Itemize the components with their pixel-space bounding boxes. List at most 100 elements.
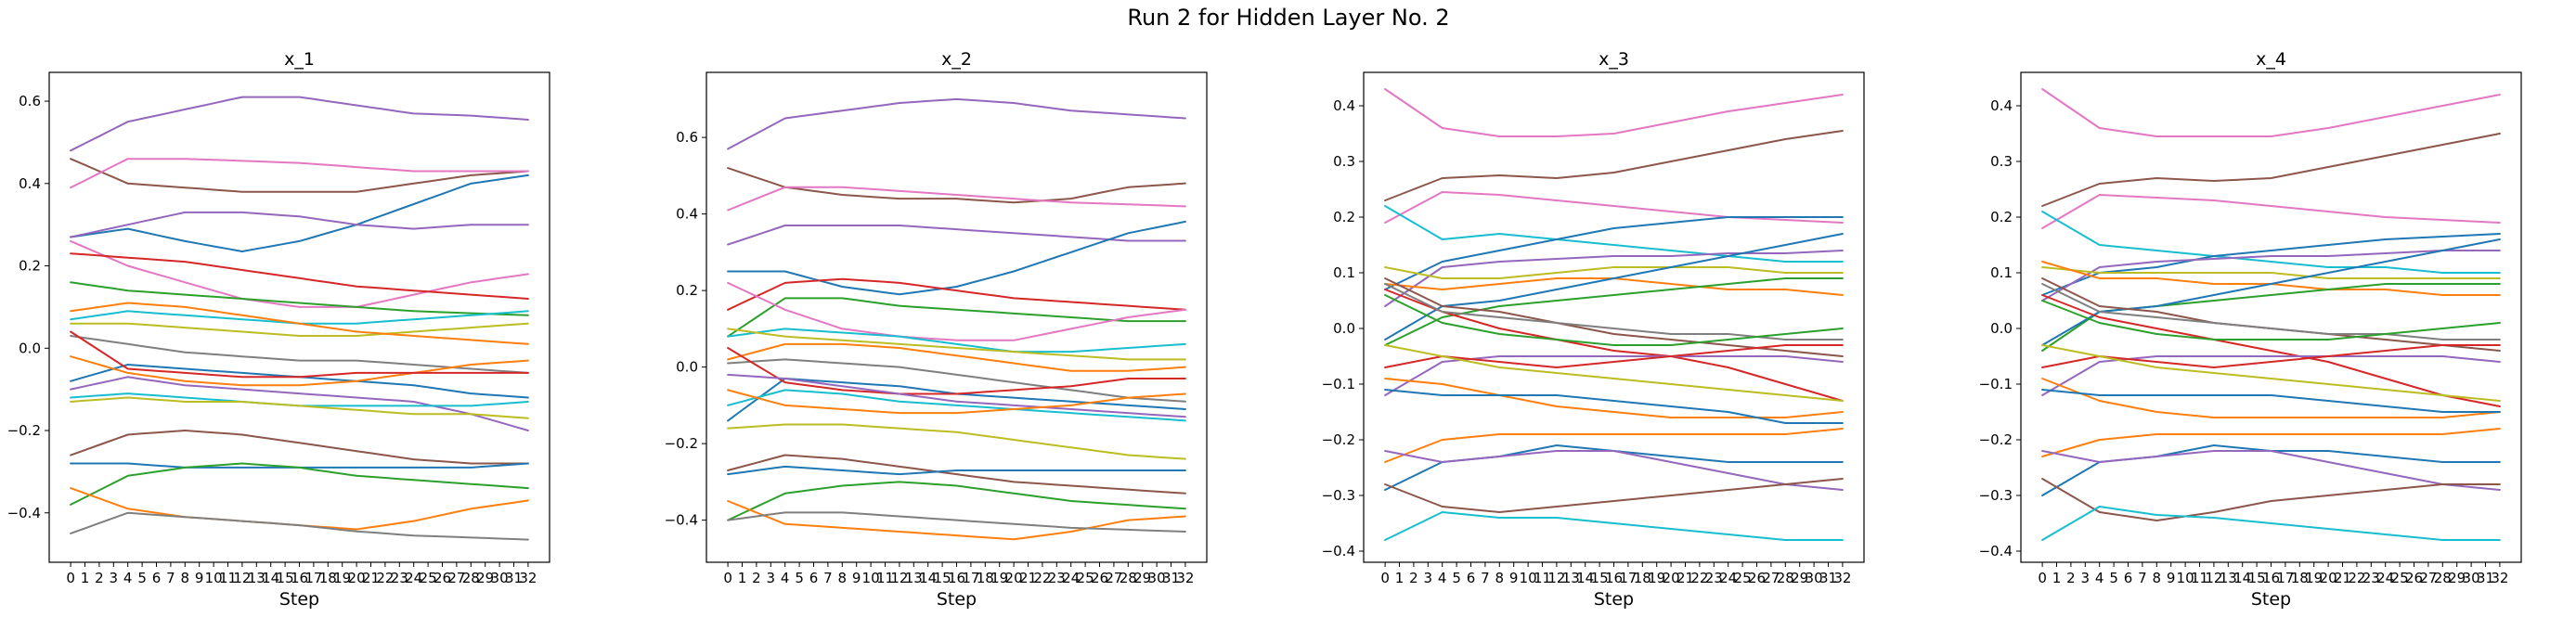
x-tick-label: 7 — [2138, 570, 2147, 586]
x-tick-label: 14 — [1576, 570, 1594, 586]
x-tick-label: 5 — [795, 570, 804, 586]
x-tick-label: 27 — [2419, 570, 2437, 586]
series-line-5 — [727, 220, 1186, 296]
series-line-14 — [2041, 300, 2501, 341]
x-tick-label: 4 — [123, 570, 133, 586]
series-line-22 — [1384, 450, 1844, 491]
x-tick-label: 2 — [2066, 570, 2076, 586]
y-tick-label: −0.2 — [1979, 431, 2013, 448]
x-tick-label: 15 — [277, 570, 294, 586]
x-tick-label: 13 — [2220, 570, 2237, 586]
x-tick-label: 14 — [262, 570, 279, 586]
x-tick-label: 26 — [1091, 570, 1108, 586]
series-group — [70, 96, 529, 541]
x-tick-label: 32 — [1833, 570, 1851, 586]
y-tick-label: 0.0 — [1990, 320, 2013, 337]
series-line-19 — [1384, 344, 1844, 402]
series-line-18 — [1384, 389, 1844, 424]
x-tick-label: 5 — [1452, 570, 1461, 586]
y-tick-label: 0.6 — [676, 129, 698, 146]
series-line-15 — [70, 330, 529, 379]
x-tick-label: 11 — [219, 570, 237, 586]
x-tick-label: 1 — [81, 570, 90, 586]
y-tick-label: −0.1 — [1979, 376, 2013, 392]
x-tick-label: 1 — [1395, 570, 1405, 586]
series-group — [2041, 88, 2501, 541]
series-line-4 — [727, 225, 1186, 246]
x-tick-label: 25 — [1077, 570, 1094, 586]
x-tick-label: 28 — [2434, 570, 2452, 586]
series-line-3 — [727, 186, 1186, 212]
series-line-8 — [70, 281, 529, 316]
y-tick-label: 0.2 — [19, 258, 41, 275]
y-tick-label: −0.4 — [1979, 543, 2013, 559]
x-tick-label: 3 — [2081, 570, 2091, 586]
series-line-4 — [1384, 205, 1844, 263]
series-line-16 — [1384, 344, 1844, 368]
y-tick-label: 0.2 — [676, 282, 698, 299]
x-tick-label: 3 — [1424, 570, 1433, 586]
series-line-5 — [1384, 216, 1844, 290]
x-tick-label: 20 — [2320, 570, 2337, 586]
x-tick-label: 0 — [723, 570, 732, 586]
x-tick-label: 18 — [1634, 570, 1651, 586]
series-line-20 — [1384, 428, 1844, 463]
series-line-3 — [70, 158, 529, 189]
y-tick-label: −0.4 — [1322, 543, 1355, 559]
x-tick-label: 6 — [1467, 570, 1476, 586]
x-tick-label: 23 — [1705, 570, 1723, 586]
x-tick-label: 4 — [781, 570, 790, 586]
x-tick-label: 5 — [2109, 570, 2118, 586]
series-line-23 — [727, 511, 1186, 533]
subplot-x_3: x_3−0.4−0.3−0.2−0.10.00.10.20.30.40 1 2 3 4 5… — [1322, 49, 1865, 610]
series-line-4 — [70, 174, 529, 252]
x-tick-label: 31 — [1162, 570, 1180, 586]
series-line-20 — [2041, 428, 2501, 457]
subplot-title: x_2 — [941, 49, 972, 70]
series-line-21 — [70, 462, 529, 506]
x-tick-label: 2 — [752, 570, 761, 586]
series-line-7 — [1384, 266, 1844, 279]
x-tick-label: 30 — [1148, 570, 1166, 586]
y-tick-label: −0.1 — [1322, 376, 1355, 392]
series-line-7 — [727, 297, 1186, 338]
x-tick-label: 7 — [823, 570, 833, 586]
y-tick-label: −0.3 — [1322, 487, 1355, 504]
series-line-17 — [70, 392, 529, 407]
series-line-7 — [70, 252, 529, 300]
x-axis-label: Step — [279, 589, 319, 610]
x-tick-label: 31 — [1819, 570, 1837, 586]
x-tick-label: 9 — [195, 570, 204, 586]
x-tick-label: 23 — [1048, 570, 1066, 586]
series-line-16 — [2041, 344, 2501, 368]
x-tick-label: 6 — [809, 570, 819, 586]
x-tick-label: 18 — [319, 570, 337, 586]
series-line-19 — [727, 454, 1186, 495]
x-tick-label: 13 — [1562, 570, 1580, 586]
x-tick-label: 13 — [905, 570, 923, 586]
series-line-22 — [70, 487, 529, 531]
x-tick-label: 17 — [962, 570, 979, 586]
x-tick-label: 16 — [948, 570, 965, 586]
series-line-16 — [70, 376, 529, 431]
series-line-15 — [727, 373, 1186, 418]
series-line-1 — [727, 97, 1186, 150]
series-line-20 — [727, 465, 1186, 476]
x-tick-label: 29 — [2448, 570, 2466, 586]
series-line-21 — [1384, 444, 1844, 491]
x-tick-label: 23 — [391, 570, 408, 586]
x-tick-label: 22 — [376, 570, 394, 586]
x-tick-label: 0 — [66, 570, 75, 586]
series-line-10 — [70, 322, 529, 337]
x-tick-label: 9 — [852, 570, 861, 586]
y-tick-label: 0.0 — [1333, 320, 1355, 337]
x-tick-label: 27 — [1762, 570, 1780, 586]
series-line-2 — [70, 158, 529, 193]
y-tick-label: −0.4 — [665, 512, 698, 529]
series-line-12 — [727, 358, 1186, 403]
series-line-14 — [70, 355, 529, 387]
x-tick-label: 20 — [1005, 570, 1023, 586]
x-tick-label: 19 — [333, 570, 351, 586]
x-tick-label: 27 — [447, 570, 465, 586]
x-tick-label: 24 — [1719, 570, 1737, 586]
